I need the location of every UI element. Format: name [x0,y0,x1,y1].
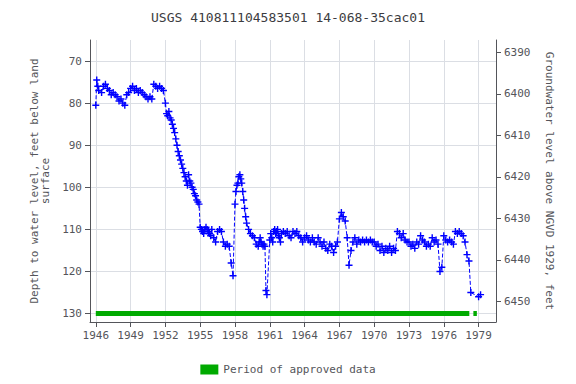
svg-text:1955: 1955 [187,329,214,342]
svg-text:USGS 410811104583501 14-068-35: USGS 410811104583501 14-068-35cac01 [151,10,425,25]
svg-text:110: 110 [62,223,82,236]
svg-text:70: 70 [69,55,82,68]
svg-text:6440: 6440 [504,253,531,266]
svg-text:100: 100 [62,181,82,194]
svg-text:6390: 6390 [504,46,531,59]
svg-text:1973: 1973 [396,329,423,342]
svg-text:Groundwater level above NGVD 1: Groundwater level above NGVD 1929, feet [543,52,556,310]
svg-text:Period of approved data: Period of approved data [223,363,375,376]
svg-text:1952: 1952 [152,329,179,342]
svg-text:80: 80 [69,97,82,110]
svg-text:1946: 1946 [83,329,110,342]
svg-text:1976: 1976 [431,329,458,342]
svg-text:1949: 1949 [117,329,144,342]
svg-text:1979: 1979 [465,329,492,342]
svg-text:6430: 6430 [504,212,531,225]
svg-text:6410: 6410 [504,129,531,142]
svg-text:1964: 1964 [291,329,318,342]
svg-text:1970: 1970 [361,329,388,342]
svg-text:90: 90 [69,139,82,152]
svg-text:130: 130 [62,307,82,320]
svg-text:120: 120 [62,265,82,278]
svg-text:1967: 1967 [326,329,353,342]
svg-text:1961: 1961 [257,329,284,342]
svg-text:6420: 6420 [504,170,531,183]
svg-text:6450: 6450 [504,295,531,308]
svg-text:6400: 6400 [504,87,531,100]
svg-text:surface: surface [39,158,52,204]
svg-text:Depth to water level, feet bel: Depth to water level, feet below land [28,58,42,304]
svg-text:1958: 1958 [222,329,249,342]
